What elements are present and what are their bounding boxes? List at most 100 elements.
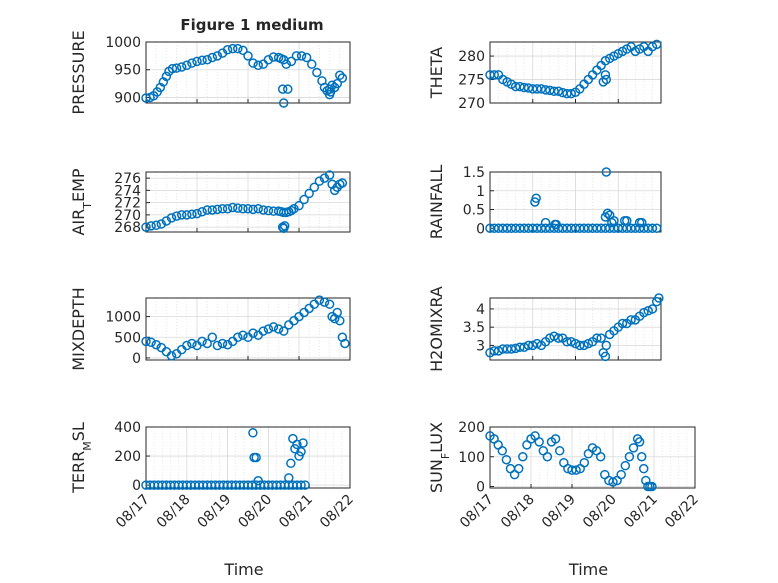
data-point: [141, 222, 151, 232]
data-point: [501, 454, 512, 465]
data-point: [519, 342, 529, 352]
data-point: [307, 59, 317, 69]
data-point: [549, 331, 559, 342]
axes-box: [145, 41, 351, 104]
panel-1: 900 950 1000 PRESSURE: [69, 30, 351, 115]
data-point: [268, 322, 279, 332]
data-point: [197, 55, 207, 66]
data-point: [207, 332, 218, 343]
data-point: [622, 216, 632, 226]
data-point: [187, 209, 197, 219]
panel-6: 3 3.5 4 H2OMIXRA: [427, 286, 664, 372]
data-point: [309, 182, 320, 193]
data-point: [518, 452, 528, 462]
data-point: [595, 452, 606, 462]
data-point: [562, 88, 572, 99]
data-point: [166, 213, 177, 223]
data-point: [497, 446, 508, 456]
data-point: [647, 304, 658, 314]
data-point: [515, 81, 525, 92]
data-point: [233, 332, 243, 343]
y-tick-label: 0: [132, 478, 141, 494]
data-point: [279, 221, 290, 231]
y-tick-label: 4: [476, 302, 485, 318]
panel-2: 270 275 280 THETA: [427, 39, 662, 112]
data-point: [617, 318, 628, 329]
y-tick-label: 900: [114, 90, 141, 106]
data-point: [628, 443, 639, 453]
data-point: [207, 205, 218, 215]
data-point: [217, 338, 228, 349]
data-point: [171, 63, 182, 73]
y-axis-label: PRESSURE: [69, 30, 88, 114]
data-point: [515, 342, 525, 352]
data-point: [506, 344, 517, 354]
data-point: [540, 85, 551, 95]
data-point: [332, 307, 342, 318]
data-point: [182, 210, 192, 220]
data-point: [253, 203, 263, 214]
y-tick-label: 1000: [105, 310, 141, 326]
data-point: [324, 170, 335, 180]
data-point: [643, 306, 653, 316]
data-point: [332, 78, 342, 89]
y-axis-label: THETA: [427, 47, 446, 99]
y-tick-label: 200: [114, 449, 141, 465]
data-point: [187, 338, 197, 349]
data-point: [207, 52, 218, 63]
data-point: [340, 338, 350, 349]
data-point: [202, 338, 212, 349]
data-point: [243, 203, 253, 214]
data-point: [182, 60, 192, 71]
data-point: [531, 193, 541, 203]
data-point: [176, 210, 187, 220]
data-point: [600, 351, 611, 362]
data-point: [238, 330, 248, 340]
data-point: [651, 223, 662, 233]
y-tick-label: 1000: [105, 35, 141, 51]
data-point: [222, 45, 233, 55]
data-point: [489, 346, 500, 356]
data-point: [243, 51, 253, 61]
x-axis-label: Time: [568, 560, 608, 579]
data-point: [319, 173, 330, 183]
data-point: [222, 203, 233, 214]
data-point: [536, 84, 547, 94]
y-axis-label: SUNFLUX: [427, 422, 452, 493]
data-point: [553, 86, 564, 97]
data-point: [202, 205, 212, 215]
y-tick-label: 100: [458, 450, 485, 466]
data-point: [248, 328, 258, 338]
data-point: [161, 216, 172, 226]
data-point: [639, 307, 649, 318]
data-point: [277, 84, 288, 94]
data-point: [146, 337, 156, 347]
data-point: [238, 45, 248, 56]
data-point: [238, 203, 248, 214]
data-point: [263, 54, 274, 65]
data-point: [636, 452, 647, 462]
data-point: [534, 437, 544, 447]
data-point: [197, 207, 207, 217]
data-point: [566, 337, 576, 347]
data-point: [227, 43, 238, 54]
data-point: [550, 434, 561, 444]
data-point: [151, 339, 161, 350]
data-point: [608, 477, 618, 487]
data-point: [324, 299, 335, 309]
y-tick-label: 200: [458, 420, 485, 436]
data-point: [319, 297, 330, 307]
data-point: [212, 51, 223, 61]
data-point: [532, 338, 542, 349]
x-axis-label: Time: [223, 560, 263, 579]
y-tick-label: 280: [458, 49, 485, 65]
y-tick-label: 0: [476, 480, 485, 496]
axes-box: [489, 297, 662, 361]
y-axis-label: RAINFALL: [427, 165, 446, 240]
data-point: [300, 480, 310, 490]
y-axis-label: MIXDEPTH: [69, 287, 88, 370]
data-point: [325, 87, 336, 97]
data-point: [542, 452, 553, 462]
y-tick-label: 1: [476, 184, 485, 200]
data-point: [485, 347, 495, 358]
